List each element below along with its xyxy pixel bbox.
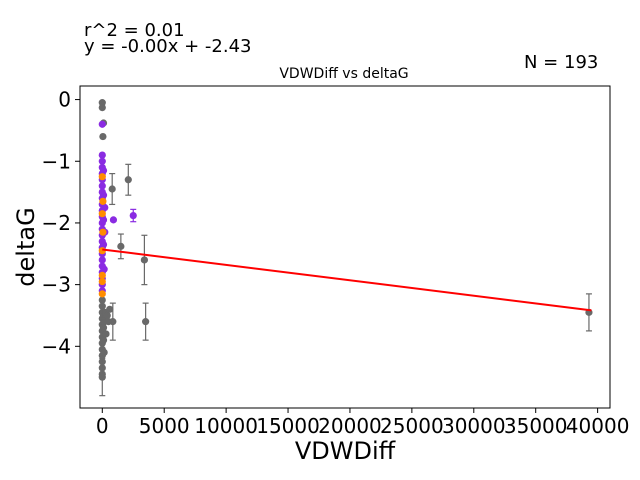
data-point-gray — [109, 318, 117, 326]
chart-marks — [98, 99, 593, 397]
data-point-purple — [98, 120, 106, 128]
y-axis: 0 −1 −2 −3 −4 — [42, 88, 80, 358]
data-point-gray — [100, 348, 108, 357]
x-tick-label: 25000 — [380, 414, 444, 438]
r-squared-annotation: r^2 = 0.01 — [84, 20, 185, 41]
x-tick-label: 10000 — [194, 414, 258, 438]
sample-size-annotation: N = 193 — [524, 52, 599, 73]
data-point-purple — [99, 216, 108, 224]
data-point-gray — [99, 336, 108, 344]
data-point-purple — [100, 265, 108, 273]
data-point-purple — [98, 256, 106, 264]
data-point-orange — [98, 290, 106, 298]
data-point-gray — [98, 296, 106, 304]
data-point-gray — [117, 242, 125, 250]
data-point-orange — [99, 228, 107, 236]
data-point-gray — [108, 185, 116, 193]
data-point-orange — [98, 210, 106, 218]
y-tick-label: −4 — [42, 334, 71, 358]
x-tick-label: 15000 — [256, 414, 320, 438]
data-point-purple — [99, 191, 108, 199]
y-tick-label: −1 — [42, 149, 71, 173]
data-point-gray — [99, 132, 107, 141]
data-point-orange — [98, 271, 106, 279]
data-point-purple — [98, 157, 106, 165]
x-axis-label: VDWDiff — [295, 437, 396, 465]
plot-area-frame — [79, 85, 611, 409]
fit-equation-annotation: y = -0.00x + -2.43 — [84, 36, 252, 57]
x-tick-label: 5000 — [139, 414, 190, 438]
data-point-gray — [99, 324, 108, 332]
y-tick-label: 0 — [58, 88, 71, 112]
data-point-purple — [99, 240, 108, 249]
data-point-gray — [98, 99, 106, 107]
data-point-gray — [102, 330, 110, 338]
data-point-purple — [99, 166, 108, 175]
data-point-gray — [98, 373, 106, 381]
data-point-orange — [99, 197, 107, 205]
regression-line — [102, 248, 592, 312]
data-point-orange — [98, 277, 106, 286]
x-tick-label: 20000 — [318, 414, 382, 438]
y-axis-label: deltaG — [12, 207, 40, 286]
data-point-purple — [101, 203, 109, 212]
x-tick-label: 30000 — [442, 414, 506, 438]
data-point-gray — [106, 305, 114, 313]
data-point-purple — [98, 182, 106, 190]
data-point-gray — [124, 176, 132, 184]
data-point-orange — [98, 173, 106, 181]
data-point-gray — [103, 311, 111, 320]
chart-title: VDWDiff vs deltaG — [279, 66, 408, 82]
data-point-purple — [109, 216, 118, 224]
y-tick-label: −2 — [42, 211, 71, 235]
data-point-gray — [98, 103, 106, 112]
data-point-purple — [98, 151, 106, 159]
data-point-gray — [142, 318, 150, 326]
x-tick-label: 40000 — [566, 414, 630, 438]
x-tick-label: 0 — [96, 414, 109, 438]
y-tick-label: −3 — [42, 273, 71, 297]
data-point-gray — [140, 256, 148, 264]
data-point-purple — [129, 211, 137, 220]
x-tick-label: 35000 — [504, 414, 568, 438]
